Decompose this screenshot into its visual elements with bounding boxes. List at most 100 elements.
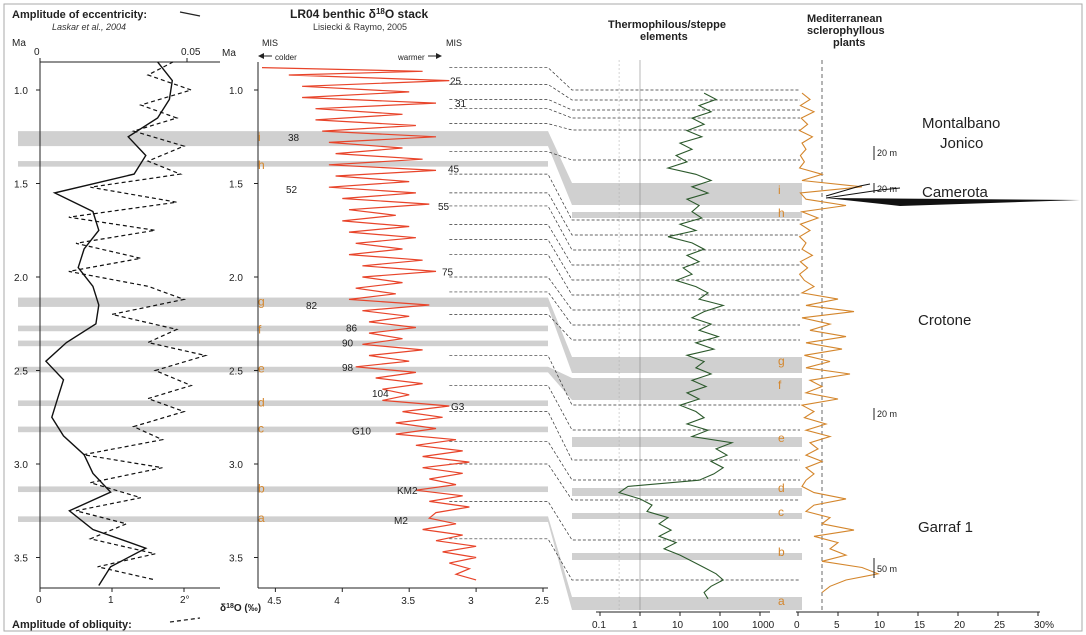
panel-a-age-label-1: 1.5 (14, 180, 28, 191)
panel-b-xlabel-sup: 18 (226, 603, 234, 610)
warmer-label: warmer (397, 53, 425, 62)
panel-b-title-suffix: O stack (385, 7, 429, 21)
left-band-letter-a: a (258, 511, 265, 525)
left-band-2 (18, 297, 548, 307)
dash-line-10 (449, 239, 800, 281)
left-band-5 (18, 366, 548, 373)
dashed-correlation-lines (449, 67, 800, 581)
obliquity-legend-line (169, 617, 201, 623)
right-band-8 (572, 597, 802, 610)
dash-line-7 (449, 192, 800, 236)
scale-bar-1: 20 m (873, 146, 897, 160)
left-band-7 (18, 426, 548, 433)
dash-line-18 (449, 441, 800, 481)
panel-b-age-label-3: 2.5 (229, 367, 243, 378)
panel-d-title-line3: plants (833, 37, 865, 49)
site-montalbano: Montalbano (922, 115, 1000, 132)
left-band-letter-c: c (258, 421, 264, 435)
right-band-letter-g: g (778, 354, 785, 368)
dash-line-1 (449, 84, 800, 101)
mis-label-52: 52 (286, 185, 298, 196)
colder-label: colder (275, 53, 297, 62)
panel-c-x-tick-label-2: 10 (672, 620, 684, 631)
right-band-letter-i: i (778, 183, 781, 197)
mis-label-38: 38 (288, 133, 300, 144)
panel-a-bottom-tick-label-0: 0 (36, 595, 42, 606)
panel-a-title-bottom: Amplitude of obliquity: (12, 619, 132, 631)
panel-b-x-tick-label-4: 2.5 (535, 596, 549, 607)
panel-d-x-tick-label-2: 10 (874, 620, 886, 631)
dash-line-8 (449, 205, 800, 251)
panel-d-x-tick-label-4: 20 (954, 620, 966, 631)
panel-c-title-line2: elements (640, 31, 688, 43)
panel-b-title: LR04 benthic δ18O stack (290, 7, 429, 22)
band-connector-0 (548, 131, 572, 205)
panel-b-age-label-2: 2.0 (229, 273, 243, 284)
left-band-letter-e: e (258, 362, 265, 376)
scale-bar-3: 20 m (873, 408, 897, 420)
panel-a-bottom-tick-label-2: 2° (180, 595, 190, 606)
thermophilous-curve (617, 92, 735, 600)
left-band-0 (18, 131, 548, 147)
left-band-4 (18, 340, 548, 347)
panel-a-age-label-2: 2.0 (14, 273, 28, 284)
dash-line-3 (449, 108, 800, 119)
panel-c-title-line1: Thermophilous/steppe (608, 19, 726, 31)
data-curves (44, 61, 880, 600)
grey-correlation-bands (18, 131, 802, 610)
panel-b-xlabel-prefix: δ (220, 603, 226, 614)
scale-bar-3-label: 20 m (877, 409, 897, 419)
eccentricity-curve (44, 61, 174, 586)
right-band-1 (572, 212, 802, 218)
figure-frame (3, 3, 1083, 632)
mis-label-98: 98 (342, 363, 354, 374)
right-band-3 (572, 378, 802, 400)
dash-line-14 (449, 314, 800, 341)
camerota-section-lines (825, 183, 1080, 206)
left-band-letter-i: i (258, 130, 261, 144)
dash-line-21 (449, 538, 800, 581)
panel-d-x-tick-label-1: 5 (834, 620, 840, 631)
panel-b-x-tick-label-3: 3 (468, 596, 474, 607)
panel-b-citation: Lisiecki & Raymo, 2005 (313, 22, 407, 32)
mis-label-45: 45 (448, 165, 460, 176)
left-band-3 (18, 325, 548, 332)
panel-b-age-label-5: 3.5 (229, 554, 243, 565)
dash-line-13 (449, 291, 800, 326)
left-band-6 (18, 400, 548, 407)
left-band-letter-g: g (258, 294, 265, 308)
panel-d-x-tick-label-3: 15 (914, 620, 926, 631)
dash-line-11 (449, 254, 800, 296)
panel-b-title-prefix: LR04 benthic δ (290, 7, 376, 21)
panel-a-title-top: Amplitude of eccentricity: (12, 9, 147, 21)
right-band-7 (572, 553, 802, 560)
right-band-letter-d: d (778, 481, 785, 495)
panel-c-x-tick-label-0: 0.1 (592, 620, 606, 631)
panel-b-title-sup: 18 (376, 7, 385, 16)
mis-label-31: 31 (455, 99, 467, 110)
left-band-9 (18, 516, 548, 522)
panel-a-top-tick-label-1: 0.05 (181, 47, 201, 58)
right-band-letter-e: e (778, 431, 785, 445)
panel-d-x-tick-label-0: 0 (794, 620, 800, 631)
axes (36, 58, 1040, 616)
mis-label-M2: M2 (394, 516, 408, 527)
right-band-letter-c: c (778, 505, 784, 519)
panel-a-age-label-3: 2.5 (14, 367, 28, 378)
panel-b-xlabel-suffix: O (‰) (234, 603, 261, 614)
dash-line-2 (449, 99, 800, 111)
panel-a-age-label-0: 1.0 (14, 86, 28, 97)
panel-b-age-unit: Ma (222, 48, 236, 59)
left-band-letter-b: b (258, 481, 265, 495)
panel-b-x-tick-label-1: 4 (334, 596, 340, 607)
mis-label-86: 86 (346, 323, 358, 334)
site-garraf: Garraf 1 (918, 519, 973, 536)
right-band-6 (572, 513, 802, 519)
mis-right-label: MIS (446, 38, 462, 48)
band-connector-3 (548, 516, 572, 610)
mis-left-label: MIS (262, 38, 278, 48)
panel-d-title-line1: Mediterranean (807, 13, 882, 25)
site-montalbano-2: Jonico (940, 135, 983, 152)
mis-label-55: 55 (438, 202, 450, 213)
